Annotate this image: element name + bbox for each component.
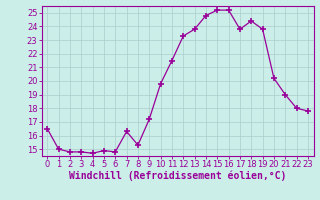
X-axis label: Windchill (Refroidissement éolien,°C): Windchill (Refroidissement éolien,°C): [69, 171, 286, 181]
